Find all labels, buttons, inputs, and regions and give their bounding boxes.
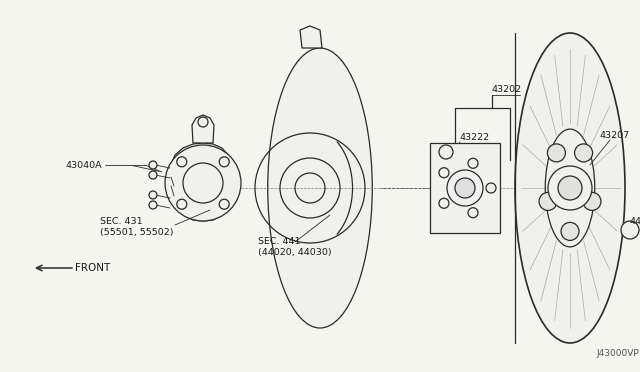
Circle shape (575, 144, 593, 162)
Circle shape (468, 158, 478, 168)
Ellipse shape (515, 33, 625, 343)
Circle shape (548, 166, 592, 210)
Circle shape (165, 145, 241, 221)
Circle shape (220, 199, 229, 209)
Circle shape (177, 157, 187, 167)
Text: SEC. 431: SEC. 431 (100, 218, 143, 227)
Text: FRONT: FRONT (75, 263, 110, 273)
Circle shape (177, 199, 187, 209)
Text: (44020, 44030): (44020, 44030) (258, 247, 332, 257)
Circle shape (447, 170, 483, 206)
Circle shape (439, 168, 449, 178)
Circle shape (621, 221, 639, 239)
Text: SEC. 441: SEC. 441 (258, 237, 301, 247)
Circle shape (468, 208, 478, 218)
Text: 43202: 43202 (492, 86, 522, 94)
Polygon shape (192, 115, 214, 143)
Text: 43040A: 43040A (65, 160, 102, 170)
Circle shape (183, 163, 223, 203)
Polygon shape (300, 26, 322, 48)
Circle shape (439, 145, 453, 159)
Circle shape (198, 117, 208, 127)
Circle shape (220, 157, 229, 167)
Circle shape (558, 176, 582, 200)
Text: J43000VP: J43000VP (596, 349, 639, 358)
Circle shape (561, 222, 579, 240)
Bar (430, 143, 500, 233)
Circle shape (539, 192, 557, 211)
Ellipse shape (268, 48, 372, 328)
Circle shape (149, 201, 157, 209)
Text: 43207: 43207 (600, 131, 630, 140)
Circle shape (547, 144, 565, 162)
Ellipse shape (545, 129, 595, 247)
Circle shape (149, 191, 157, 199)
Text: (55501, 55502): (55501, 55502) (100, 228, 173, 237)
Text: 44098M: 44098M (630, 218, 640, 227)
Circle shape (583, 192, 601, 211)
Circle shape (486, 183, 496, 193)
Circle shape (455, 178, 475, 198)
Text: 43222: 43222 (460, 134, 490, 142)
Circle shape (149, 171, 157, 179)
Circle shape (439, 198, 449, 208)
Polygon shape (171, 143, 232, 221)
Circle shape (149, 161, 157, 169)
